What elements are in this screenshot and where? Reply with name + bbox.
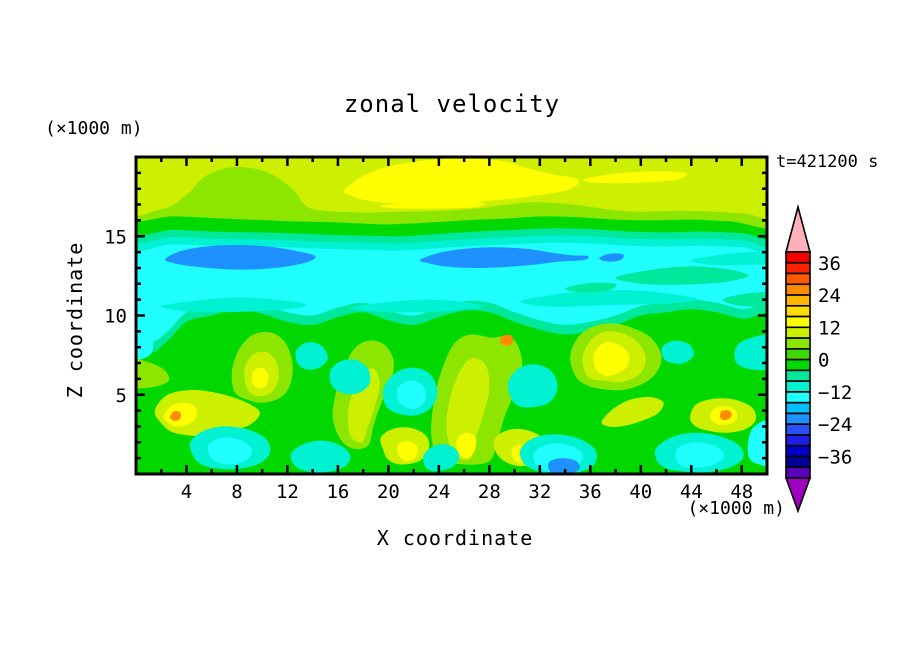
colorbar-labels: 36 24 12 0 −12 −24 −36 — [818, 253, 852, 469]
contour-blue-spot-bottom — [548, 458, 580, 474]
x-tick-label: 24 — [427, 481, 450, 503]
colorbar-box — [785, 315, 811, 329]
contour-turquoise-patch-w1 — [661, 340, 694, 364]
colorbar-box — [785, 391, 811, 404]
z-tick-label: 10 — [104, 306, 127, 328]
colorbar-tick-label: −24 — [818, 414, 852, 436]
colorbar-box — [785, 305, 811, 318]
z-tick-label: 5 — [116, 385, 127, 407]
x-tick-label: 4 — [181, 481, 192, 503]
contour-orange-dot-mound-3 — [500, 334, 514, 346]
colorbar-boxes — [785, 251, 811, 479]
colorbar-box — [785, 444, 811, 458]
colorbar-bottom-arrow-icon — [784, 477, 812, 514]
contour-yellow-top-blob — [343, 158, 579, 205]
x-tick-label: 8 — [231, 481, 242, 503]
colorbar-box — [785, 369, 811, 382]
colorbar-box — [785, 251, 811, 264]
colorbar-box — [785, 326, 811, 339]
colorbar: 36 24 12 0 −12 −24 −36 — [784, 203, 852, 514]
colorbar-box — [785, 261, 811, 275]
contour-spring-streak-right-1 — [615, 266, 749, 285]
colorbar-box — [785, 380, 811, 393]
contour-yellow-core-c — [396, 440, 418, 462]
contour-turquoise-patch-t3 — [423, 444, 460, 472]
contour-blue-blob-left — [164, 245, 316, 270]
colorbar-box — [785, 294, 811, 307]
contour-blue-blob-center — [419, 247, 589, 268]
colorbar-tick-label: 0 — [818, 350, 829, 372]
z-axis-unit: (×1000 m) — [45, 118, 143, 139]
contour-turquoise-patch-u1 — [329, 359, 371, 395]
colorbar-tick-label: 12 — [818, 317, 841, 339]
axis-ticks — [136, 157, 767, 474]
contour-cyan-core-t1 — [207, 437, 253, 465]
colorbar-box — [785, 401, 811, 415]
contour-cyan-patch-t6 — [747, 419, 767, 467]
contour-mound-3-core — [446, 357, 490, 460]
contour-chartreuse-left-edge — [136, 358, 170, 389]
x-tick-label: 40 — [629, 481, 652, 503]
x-axis-label: X coordinate — [377, 526, 534, 550]
timestamp: t=421200 s — [776, 152, 878, 172]
contour-orange-dot-f — [720, 410, 732, 421]
contour-turquoise-patch-v2 — [295, 342, 328, 370]
contour-turquoise-streak-3 — [520, 289, 698, 307]
contour-orange-dot-left — [170, 410, 181, 421]
colorbar-box — [785, 348, 811, 361]
contour-yellow-top-streak — [380, 201, 485, 209]
contour-cyan-core-t5 — [675, 442, 725, 468]
x-tick-labels: 4 8 12 16 20 24 28 32 36 40 44 48 — [181, 481, 753, 503]
colorbar-tick-label: −36 — [818, 447, 852, 469]
colorbar-tick-label: 24 — [818, 285, 841, 307]
contour-cyan-left-inlet — [136, 319, 154, 361]
colorbar-box — [785, 434, 811, 447]
contour-turquoise-right-edge — [734, 334, 767, 371]
colorbar-box — [785, 455, 811, 469]
contour-turquoise-streak-1 — [160, 297, 307, 313]
z-tick-labels: 5 10 15 — [104, 226, 127, 407]
colorbar-top-arrow-icon — [784, 203, 812, 253]
contour-turquoise-streak-upper-right — [691, 252, 767, 266]
colorbar-box — [785, 283, 811, 296]
x-axis-unit: (×1000 m) — [687, 498, 785, 519]
plot-title: zonal velocity — [344, 90, 560, 118]
x-tick-label: 44 — [680, 481, 703, 503]
x-tick-label: 32 — [528, 481, 551, 503]
contour-blue-blob-small — [599, 253, 624, 262]
colorbar-tick-label: −12 — [818, 382, 852, 404]
colorbar-box — [785, 272, 811, 286]
colorbar-box — [785, 358, 811, 372]
contour-turquoise-patch-u3 — [507, 364, 558, 408]
colorbar-box — [785, 337, 811, 350]
colorbar-box — [785, 466, 811, 479]
x-tick-label: 12 — [276, 481, 299, 503]
contour-mound-4-yellow — [593, 342, 630, 376]
z-axis-label: Z coordinate — [63, 242, 87, 399]
x-tick-label: 28 — [478, 481, 501, 503]
contour-turquoise-patch-t2 — [290, 440, 351, 473]
contour-mound-3-yellow — [456, 432, 477, 459]
contour-spring-streak-right-edge — [722, 292, 767, 307]
x-tick-label: 16 — [326, 481, 349, 503]
contour-turquoise-streak-2 — [350, 299, 484, 313]
contour-yellow-top-right-streak — [582, 171, 687, 184]
contour-field — [136, 157, 767, 474]
x-tick-label: 20 — [377, 481, 400, 503]
x-tick-label: 48 — [730, 481, 753, 503]
colorbar-box — [785, 423, 811, 436]
z-tick-label: 15 — [104, 226, 127, 248]
x-tick-label: 36 — [579, 481, 602, 503]
colorbar-tick-label: 36 — [818, 253, 841, 275]
contour-cyan-core-u2 — [396, 380, 427, 409]
colorbar-box — [785, 412, 811, 425]
contour-mound-1-yellow — [251, 367, 269, 389]
contour-yellowgreen-diag-streak — [601, 396, 664, 427]
contour-spring-streak-right-2 — [565, 282, 617, 293]
